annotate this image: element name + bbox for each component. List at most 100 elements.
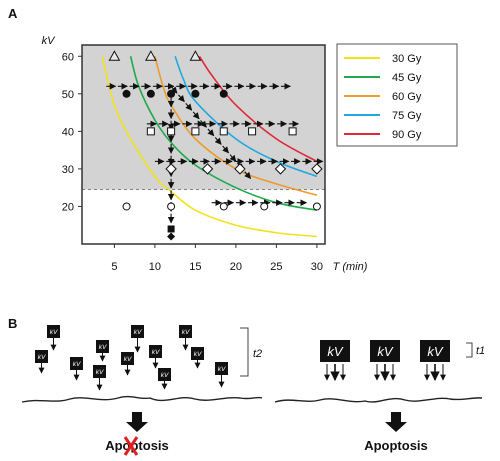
left-cell-membrane <box>21 395 263 403</box>
small-kv-box: kV <box>121 352 134 376</box>
right-cell-membrane <box>274 397 483 403</box>
large-kv-box: kV <box>320 340 350 381</box>
y-tick-label: 20 <box>62 201 74 213</box>
square-marker <box>191 127 200 136</box>
svg-text:kV: kV <box>38 354 46 361</box>
small-kv-box: kV <box>96 340 109 362</box>
diamond-marker <box>234 163 246 175</box>
x-tick-label: 10 <box>149 261 161 273</box>
square-marker <box>146 127 155 136</box>
svg-text:kV: kV <box>96 369 104 376</box>
filled-diamond-marker <box>167 232 176 241</box>
svg-text:kV: kV <box>182 329 190 336</box>
x-tick-label: 30 <box>311 261 323 273</box>
small-kv-box: kV <box>191 347 204 369</box>
small-kv-box: kV <box>131 325 144 353</box>
trajectory-arrow <box>200 120 207 128</box>
dose-time-chart: 20 30 40 50 60 5 10 15 20 25 30 kV T (min) <box>42 35 368 273</box>
small-kv-box: kV <box>35 350 48 374</box>
panel-b-schematic: kV kV kV kV kV kV kV kV kV kV kV kV kV kV kV t2 t1 Ap… <box>21 325 485 456</box>
legend-label: 45 Gy <box>392 72 422 84</box>
filled-circle-marker <box>146 89 155 98</box>
trajectory-arrow <box>185 103 193 111</box>
svg-text:kV: kV <box>134 329 142 336</box>
curve-75-gy <box>174 55 318 178</box>
y-tick-label: 50 <box>62 89 74 101</box>
x-tick-label: 25 <box>270 261 282 273</box>
legend-label: 90 Gy <box>392 129 422 141</box>
small-kv-box: kV <box>70 357 83 381</box>
svg-text:kV: kV <box>99 344 107 351</box>
svg-text:kV: kV <box>218 366 226 373</box>
svg-text:kV: kV <box>161 372 169 379</box>
small-kv-box: kV <box>93 365 106 391</box>
open-circle-marker <box>219 202 228 211</box>
diamond-marker <box>201 163 214 175</box>
open-circle-marker <box>122 202 131 211</box>
data-markers <box>108 50 323 241</box>
t1-label: t1 <box>476 345 485 357</box>
svg-text:kV: kV <box>73 361 81 368</box>
square-marker <box>167 127 176 136</box>
trajectory-arrow <box>214 137 222 145</box>
plot-frame <box>81 44 326 245</box>
square-marker <box>248 127 257 136</box>
legend-label: 30 Gy <box>392 53 422 65</box>
small-kv-box: kV <box>149 345 162 369</box>
x-tick-label: 15 <box>189 261 201 273</box>
trajectory-arrow <box>177 94 185 103</box>
svg-text:kV: kV <box>124 356 132 363</box>
trajectory-arrow <box>192 111 200 120</box>
small-kv-box: kV <box>215 362 228 388</box>
legend: 30 Gy 45 Gy 60 Gy 75 Gy 90 Gy <box>336 43 458 147</box>
open-circle-marker <box>312 202 321 211</box>
svg-text:kV: kV <box>427 344 444 359</box>
filled-circle-marker <box>167 89 176 98</box>
open-circle-marker <box>260 202 269 211</box>
x-tick-label: 20 <box>230 261 242 273</box>
triangle-marker <box>108 50 121 61</box>
left-outcome-label: Apoptosis <box>105 438 169 453</box>
svg-text:kV: kV <box>327 344 344 359</box>
cross-stroke <box>123 436 139 456</box>
t2-bracket <box>240 327 249 377</box>
y-tick-label: 60 <box>62 51 74 63</box>
trajectory-arrow <box>207 128 215 137</box>
open-circle-marker <box>167 202 176 211</box>
svg-text:kV: kV <box>152 349 160 356</box>
y-axis-label: kV <box>42 35 57 47</box>
curve-90-gy <box>198 55 318 163</box>
triangle-marker <box>189 50 202 61</box>
trajectory-arrows <box>106 83 324 224</box>
right-outcome-arrow <box>385 412 407 432</box>
y-axis-ticks: 20 30 40 50 60 <box>62 51 82 213</box>
small-kv-box: kV <box>47 325 60 351</box>
svg-text:kV: kV <box>377 344 394 359</box>
filled-square-marker <box>167 225 175 233</box>
large-kv-box: kV <box>370 340 400 381</box>
red-cross-icon <box>123 436 139 456</box>
curve-45-gy <box>129 56 318 211</box>
panel-a-label: A <box>8 6 18 21</box>
filled-circle-marker <box>191 89 200 98</box>
curve-60-gy <box>154 56 318 196</box>
legend-items: 30 Gy 45 Gy 60 Gy 75 Gy 90 Gy <box>344 53 422 141</box>
trajectory-arrow <box>222 145 229 154</box>
trajectory-arrow <box>244 171 252 179</box>
panel-b-label: B <box>8 316 17 331</box>
small-kv-box: kV <box>179 325 192 351</box>
left-outcome-arrow <box>126 412 148 432</box>
right-outcome-label: Apoptosis <box>364 438 428 453</box>
square-marker <box>288 127 297 136</box>
square-marker <box>219 127 228 136</box>
diamond-marker <box>165 163 177 175</box>
large-kv-boxes: kV kV kV <box>320 340 450 381</box>
trajectory-arrow <box>229 154 237 162</box>
y-tick-label: 30 <box>62 164 74 176</box>
legend-label: 75 Gy <box>392 110 422 122</box>
svg-text:kV: kV <box>194 351 202 358</box>
trajectory-arrow <box>170 85 178 94</box>
filled-circle-marker <box>122 89 131 98</box>
x-axis-ticks: 5 10 15 20 25 30 <box>111 244 323 273</box>
